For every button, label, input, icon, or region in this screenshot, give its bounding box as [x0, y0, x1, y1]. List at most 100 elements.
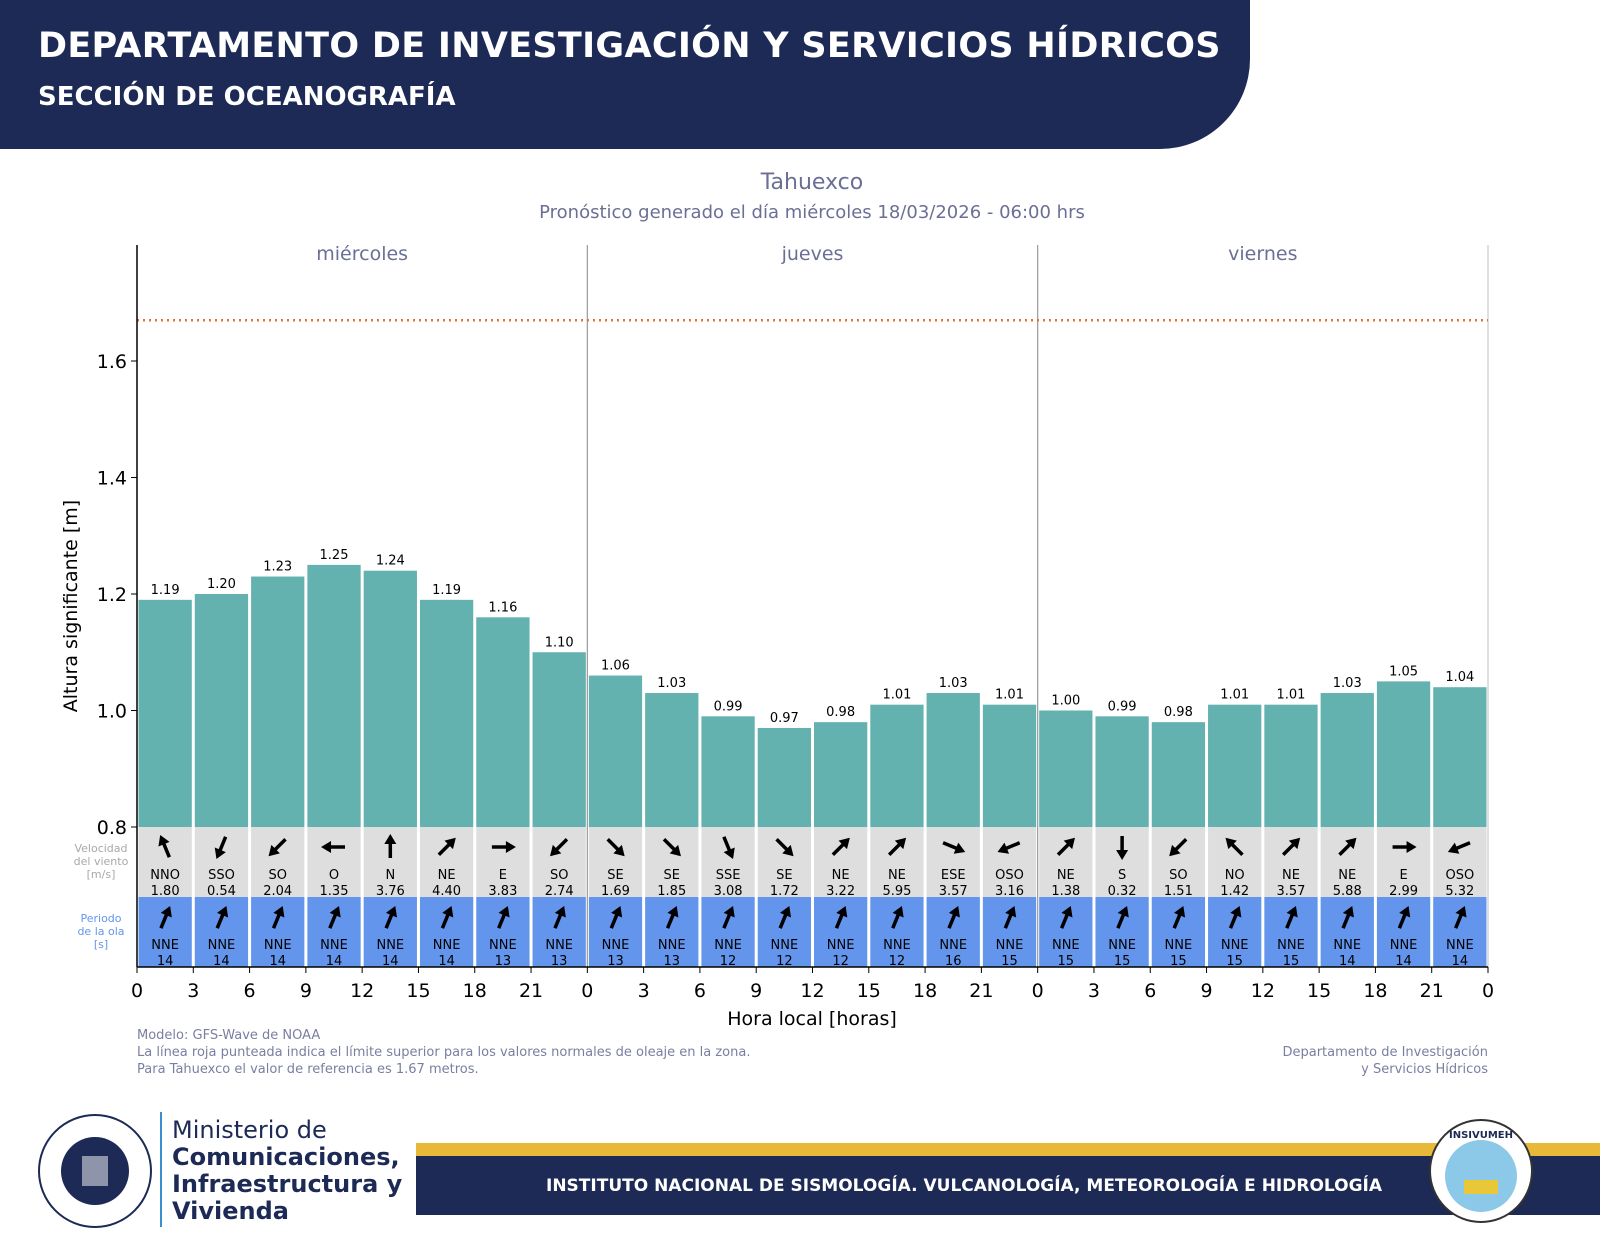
x-tick-label: 0: [1032, 980, 1044, 1002]
wave-direction-arrow-icon: [1228, 905, 1242, 929]
wind-speed-label: 1.80: [151, 884, 180, 899]
bar-value-label: 1.06: [601, 659, 630, 674]
wave-direction-label: NNE: [1277, 938, 1305, 953]
wave-direction-label: NNE: [771, 938, 799, 953]
bar: [1264, 704, 1318, 827]
wind-direction-label: OSO: [995, 868, 1024, 883]
x-tick-label: 18: [1363, 980, 1387, 1002]
wave-row-label: Periodo: [80, 912, 121, 925]
bar: [1151, 722, 1206, 827]
wave-row-label: [s]: [94, 938, 108, 951]
bar-value-label: 0.98: [826, 705, 855, 720]
x-tick-label: 12: [350, 980, 374, 1002]
wave-cell: [251, 897, 305, 967]
wave-cell: [870, 897, 924, 967]
wind-cell: [419, 827, 474, 897]
institute-band: INSTITUTO NACIONAL DE SISMOLOGÍA. VULCAN…: [416, 1143, 1600, 1215]
wind-speed-label: 1.51: [1164, 884, 1193, 899]
wind-speed-label: 1.38: [1051, 884, 1080, 899]
wind-direction-arrow-icon: [491, 841, 516, 853]
wave-cell: [419, 897, 474, 967]
bar-value-label: 1.01: [995, 688, 1024, 703]
wave-direction-arrow-icon: [1397, 905, 1411, 929]
wind-speed-label: 3.08: [714, 884, 743, 899]
wave-direction-arrow-icon: [665, 905, 679, 929]
ministry-line-1: Ministerio de: [172, 1116, 327, 1144]
bar: [138, 599, 192, 827]
x-tick-label: 3: [187, 980, 199, 1002]
bar-value-label: 1.10: [545, 635, 574, 650]
wind-speed-label: 1.42: [1220, 884, 1249, 899]
bar-value-label: 1.20: [207, 577, 236, 592]
credit-line-2: y Servicios Hídricos: [1361, 1062, 1488, 1077]
wind-cell: [1208, 827, 1262, 897]
wave-period-label: 15: [1170, 954, 1187, 969]
bar-value-label: 1.01: [882, 688, 911, 703]
wave-period-label: 14: [438, 954, 455, 969]
wind-direction-label: SO: [1169, 868, 1187, 883]
bar: [307, 564, 361, 827]
wind-direction-label: NNO: [150, 868, 180, 883]
wind-speed-label: 1.69: [601, 884, 630, 899]
wave-cell: [194, 897, 249, 967]
wave-direction-arrow-icon: [778, 905, 792, 929]
bar: [814, 722, 868, 827]
bar: [1208, 704, 1262, 827]
x-tick-label: 0: [1482, 980, 1494, 1002]
wave-row-label: de la ola: [77, 925, 124, 938]
x-tick-label: 9: [1200, 980, 1212, 1002]
wave-period-label: 16: [945, 954, 962, 969]
wave-direction-label: NNE: [376, 938, 404, 953]
y-tick-label: 1.6: [97, 351, 127, 373]
ministry-logo: Ministerio de Comunicaciones, Infraestru…: [172, 1116, 402, 1225]
wave-cell: [1320, 897, 1374, 967]
wind-speed-label: 0.32: [1108, 884, 1137, 899]
wave-period-label: 12: [720, 954, 737, 969]
wave-period-label: 14: [1452, 954, 1469, 969]
wind-cell: [701, 827, 755, 897]
wave-cell: [532, 897, 586, 967]
x-tick-label: 6: [694, 980, 706, 1002]
wave-direction-label: NNE: [208, 938, 236, 953]
bar-value-label: 1.04: [1445, 670, 1474, 685]
bar-value-label: 1.16: [488, 600, 517, 615]
wave-cell: [476, 897, 530, 967]
wind-cell: [476, 827, 530, 897]
day-label: miércoles: [316, 243, 408, 265]
credit-line-1: Departamento de Investigación: [1282, 1045, 1488, 1060]
ministry-line-4: Vivienda: [172, 1197, 289, 1225]
wind-direction-label: NE: [438, 868, 456, 883]
wave-direction-arrow-icon: [891, 905, 904, 929]
wind-direction-arrow-icon: [775, 837, 794, 857]
wave-cell: [757, 897, 811, 967]
wind-direction-arrow-icon: [214, 836, 228, 860]
bar: [645, 693, 699, 827]
wave-period-label: 15: [1001, 954, 1018, 969]
bar-value-label: 0.99: [1108, 699, 1137, 714]
x-tick-label: 15: [406, 980, 430, 1002]
wind-speed-label: 5.88: [1333, 884, 1362, 899]
wave-direction-label: NNE: [1052, 938, 1080, 953]
wind-direction-label: SO: [550, 868, 568, 883]
wave-direction-arrow-icon: [1341, 905, 1354, 929]
day-label: viernes: [1228, 243, 1297, 265]
wind-direction-arrow-icon: [1056, 837, 1076, 857]
wind-direction-arrow-icon: [158, 834, 171, 858]
wind-direction-label: NE: [1282, 868, 1300, 883]
x-tick-label: 12: [800, 980, 824, 1002]
wind-direction-label: ESE: [941, 868, 966, 883]
reference-note: La línea roja punteada indica el límite …: [137, 1045, 751, 1060]
bar: [1433, 687, 1487, 827]
x-tick-label: 6: [244, 980, 256, 1002]
y-tick-label: 1.2: [97, 584, 127, 606]
wind-direction-arrow-icon: [997, 841, 1021, 854]
ministry-line-2: Comunicaciones,: [172, 1143, 400, 1171]
wind-direction-label: NE: [888, 868, 906, 883]
wave-direction-label: NNE: [714, 938, 742, 953]
wind-direction-label: SE: [664, 868, 680, 883]
model-note: Modelo: GFS-Wave de NOAA: [137, 1028, 321, 1043]
wave-cell: [1208, 897, 1262, 967]
wave-period-label: 14: [213, 954, 230, 969]
x-tick-label: 18: [463, 980, 487, 1002]
x-tick-label: 12: [1251, 980, 1275, 1002]
